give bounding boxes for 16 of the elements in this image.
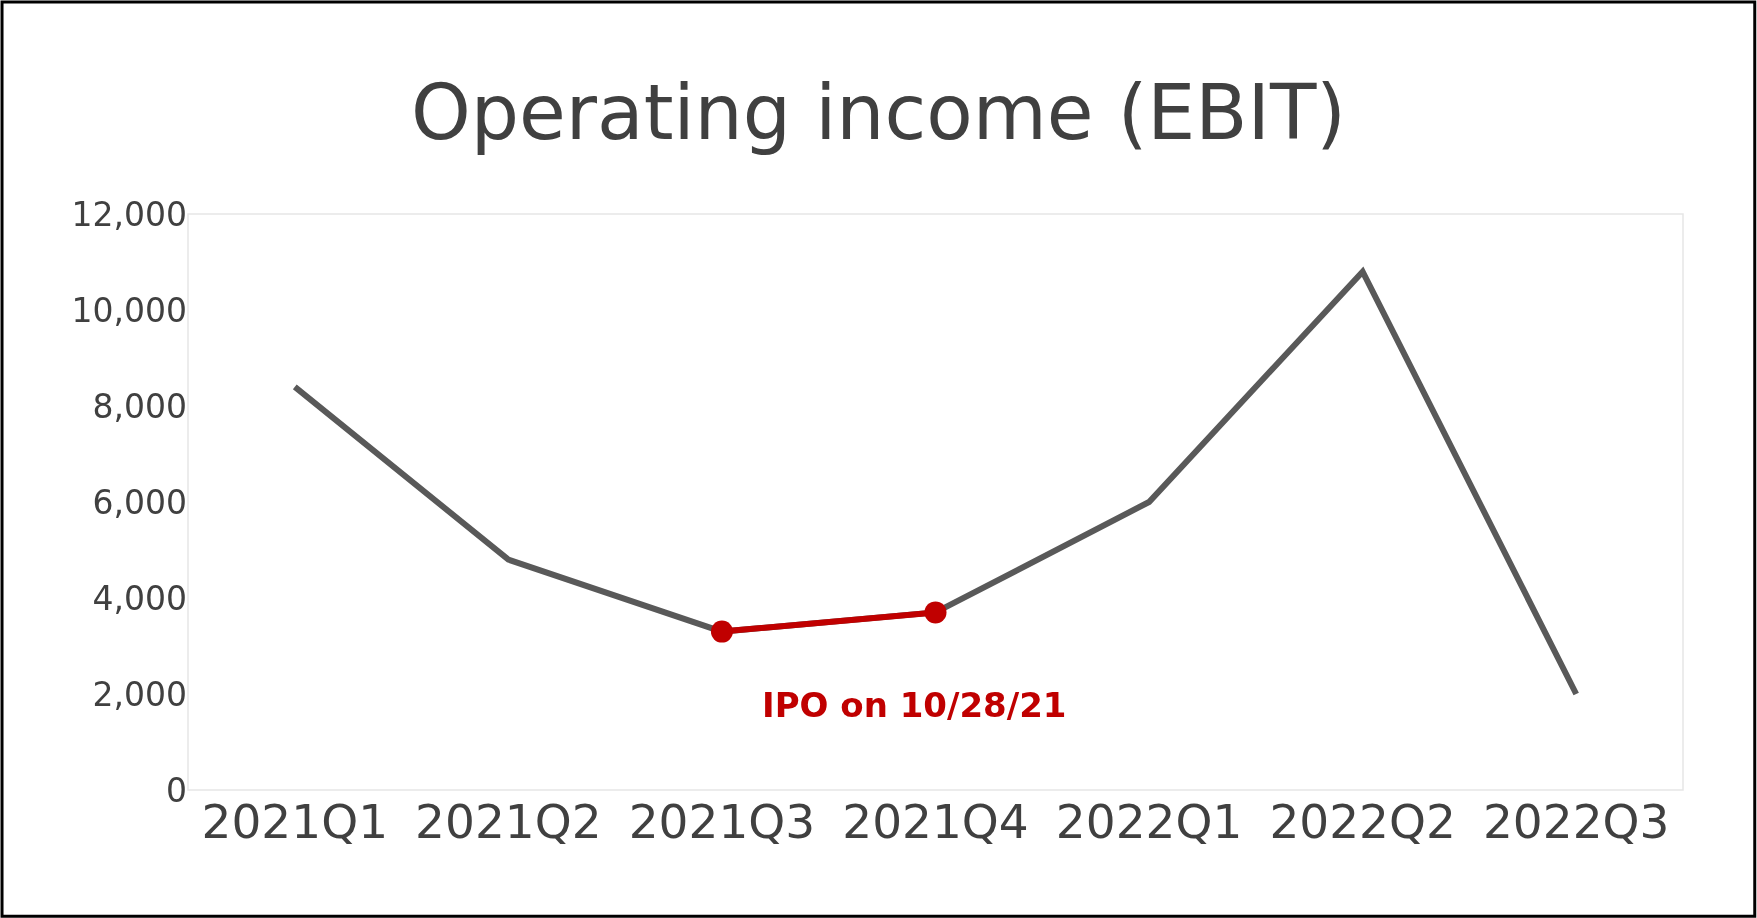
y-tick-label: 12,000 xyxy=(71,194,187,234)
y-tick-label: 4,000 xyxy=(92,578,187,618)
y-tick-label: 10,000 xyxy=(71,290,187,330)
x-tick-label: 2021Q2 xyxy=(415,794,602,849)
y-tick-label: 0 xyxy=(166,770,187,810)
x-tick-label: 2022Q2 xyxy=(1269,794,1456,849)
x-tick-label: 2021Q3 xyxy=(628,794,816,849)
chart-title: Operating income (EBIT) xyxy=(411,67,1346,157)
y-tick-label: 6,000 xyxy=(92,482,187,522)
y-tick-label: 2,000 xyxy=(92,674,187,714)
x-tick-label: 2022Q1 xyxy=(1055,794,1243,849)
x-tick-label: 2022Q3 xyxy=(1482,794,1670,849)
annotation: IPO on 10/28/21 xyxy=(762,685,1067,725)
x-tick-label: 2021Q1 xyxy=(201,794,389,849)
x-tick-label: 2021Q4 xyxy=(842,794,1029,849)
y-tick-label: 8,000 xyxy=(92,386,187,426)
